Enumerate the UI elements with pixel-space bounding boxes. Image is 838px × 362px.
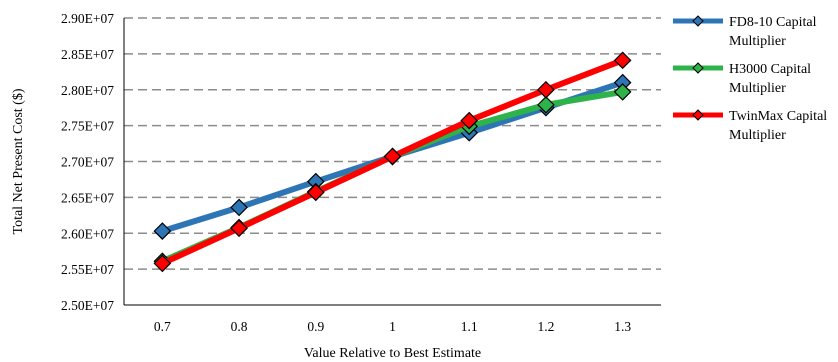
gridlines xyxy=(124,17,661,270)
y-tick-label: 2.75E+07 xyxy=(61,119,114,134)
data-point-marker xyxy=(153,222,172,240)
data-point-marker xyxy=(230,198,248,217)
y-tick-label: 2.65E+07 xyxy=(61,190,114,205)
data-point-marker xyxy=(537,80,555,99)
legend-swatch-marker xyxy=(692,109,704,121)
y-tick-label: 2.70E+07 xyxy=(61,155,114,170)
data-point-marker xyxy=(537,95,555,114)
y-tick-label: 2.85E+07 xyxy=(61,47,114,62)
data-point-marker xyxy=(613,51,632,70)
data-point-marker xyxy=(153,254,172,273)
data-point-marker xyxy=(306,183,325,202)
y-axis-title: Total Net Present Cost ($) xyxy=(11,88,26,234)
x-tick-label: 0.7 xyxy=(154,319,171,334)
x-tick-label: 0.8 xyxy=(231,319,248,334)
x-tick-label: 1.3 xyxy=(614,319,631,334)
legend-label: TwinMax Capital Multiplier xyxy=(729,109,827,143)
y-tick-label: 2.50E+07 xyxy=(61,298,114,313)
y-tick-label: 2.80E+07 xyxy=(61,83,114,98)
x-tick-label: 1 xyxy=(389,319,396,334)
y-tick-label: 2.90E+07 xyxy=(61,11,114,26)
y-tick-label: 2.60E+07 xyxy=(61,226,114,241)
series-3 xyxy=(153,51,632,273)
x-tick-label: 0.9 xyxy=(307,319,324,334)
y-axis-ticks: 2.50E+07 2.55E+07 2.60E+07 2.65E+07 2.70E+07… xyxy=(61,11,114,313)
series-2 xyxy=(153,83,632,271)
x-axis-title: Value Relative to Best Estimate xyxy=(304,346,481,361)
legend: FD8-10 Capital Multiplier H3000 Capital Mul… xyxy=(673,15,827,143)
legend-label: H3000 Capital Multiplier xyxy=(729,62,811,96)
x-tick-label: 1.1 xyxy=(461,319,478,334)
data-point-marker xyxy=(460,111,479,130)
x-tick-label: 1.2 xyxy=(537,319,554,334)
legend-item: TwinMax Capital Multiplier xyxy=(673,109,827,143)
legend-swatch-marker xyxy=(692,15,704,27)
axes xyxy=(123,18,661,306)
legend-item: H3000 Capital Multiplier xyxy=(673,62,811,96)
x-axis-ticks: 0.7 0.8 0.9 1 1.1 1.2 1.3 xyxy=(154,319,631,334)
data-point-marker xyxy=(383,147,402,166)
data-point-marker xyxy=(613,83,632,101)
legend-item: FD8-10 Capital Multiplier xyxy=(673,15,817,49)
legend-label: FD8-10 Capital Multiplier xyxy=(729,15,817,49)
series-line xyxy=(159,88,626,265)
series xyxy=(153,51,632,273)
legend-swatch-marker xyxy=(692,62,704,74)
data-point-marker xyxy=(230,219,248,238)
y-tick-label: 2.55E+07 xyxy=(61,262,114,277)
